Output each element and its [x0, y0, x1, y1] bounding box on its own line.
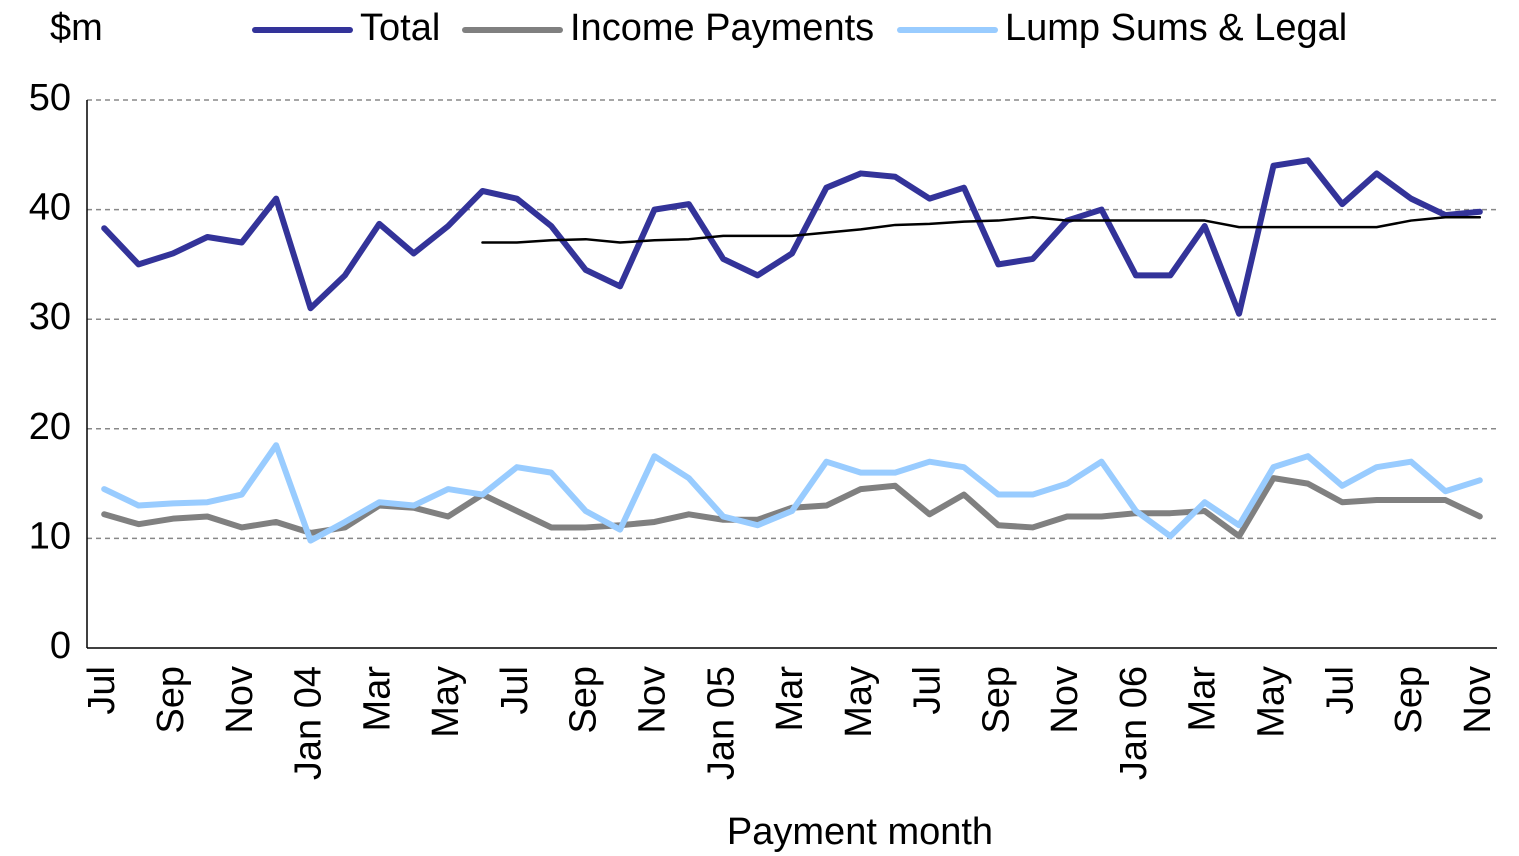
legend-label: Income Payments	[570, 7, 874, 49]
line	[101, 442, 1483, 544]
x-tick-label: Nov	[631, 666, 673, 734]
legend-label: Lump Sums & Legal	[1005, 7, 1347, 49]
x-tick-label: Nov	[219, 666, 261, 734]
x-tick-label: Jul	[1319, 666, 1361, 715]
x-axis-label: Payment month	[727, 811, 993, 853]
x-tick-label: Sep	[975, 666, 1017, 734]
y-tick-label: 20	[29, 406, 71, 448]
y-tick-label: 10	[29, 515, 71, 557]
x-tick-label: Jan 04	[288, 666, 330, 780]
x-tick-label: Jul	[81, 666, 123, 715]
x-tick-label: Jan 05	[700, 666, 742, 780]
x-tick-label: May	[1250, 666, 1292, 738]
x-tick-label: Mar	[1182, 666, 1224, 732]
legend-label: Total	[360, 7, 440, 49]
y-tick-label: 40	[29, 187, 71, 229]
x-tick-label: Nov	[1457, 666, 1499, 734]
y-tick-label: 0	[50, 625, 71, 667]
x-tick-label: May	[838, 666, 880, 738]
x-tick-label: Mar	[356, 666, 398, 732]
x-tick-label: Sep	[150, 666, 192, 734]
line	[481, 216, 1482, 244]
line	[101, 157, 1483, 317]
y-axis-label: $m	[50, 7, 103, 49]
x-tick-label: Sep	[1388, 666, 1430, 734]
x-tick-label: Nov	[1044, 666, 1086, 734]
x-tick-label: Jan 06	[1113, 666, 1155, 780]
x-tick-label: Jul	[907, 666, 949, 715]
x-tick-label: Mar	[769, 666, 811, 732]
y-tick-label: 50	[29, 77, 71, 119]
x-tick-label: Jul	[494, 666, 536, 715]
x-tick-label: May	[425, 666, 467, 738]
x-tick-label: Sep	[563, 666, 605, 734]
y-tick-label: 30	[29, 296, 71, 338]
